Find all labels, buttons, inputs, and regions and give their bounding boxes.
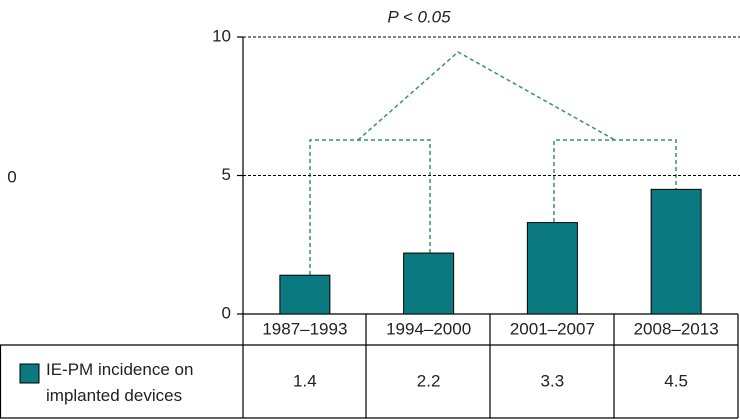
bar	[650, 188, 702, 315]
y-tick-label: 10	[212, 26, 231, 45]
annotation: P < 0.05	[387, 7, 451, 26]
bar	[403, 252, 455, 315]
table-value: 2.2	[417, 371, 441, 390]
bracket	[309, 139, 431, 275]
bar	[279, 274, 331, 315]
table-value: 3.3	[541, 371, 565, 390]
y-tick-label: 5	[222, 165, 231, 184]
significance-brackets	[309, 51, 677, 275]
edge-label: 0	[7, 167, 16, 186]
x-tick-label: 2008–2013	[634, 319, 719, 338]
x-tick-label: 2001–2007	[510, 319, 595, 338]
x-tick-label: 1994–2000	[386, 319, 471, 338]
x-tick-label: 1987–1993	[262, 319, 347, 338]
table-value: 4.5	[664, 371, 688, 390]
legend-swatch	[19, 363, 40, 384]
y-tick-label: 0	[222, 303, 231, 322]
bracket	[357, 51, 616, 141]
bar	[526, 222, 578, 315]
legend-label: IE-PM incidence on implanted devices	[46, 360, 194, 405]
bracket	[553, 139, 677, 222]
table-value: 1.4	[293, 371, 317, 390]
